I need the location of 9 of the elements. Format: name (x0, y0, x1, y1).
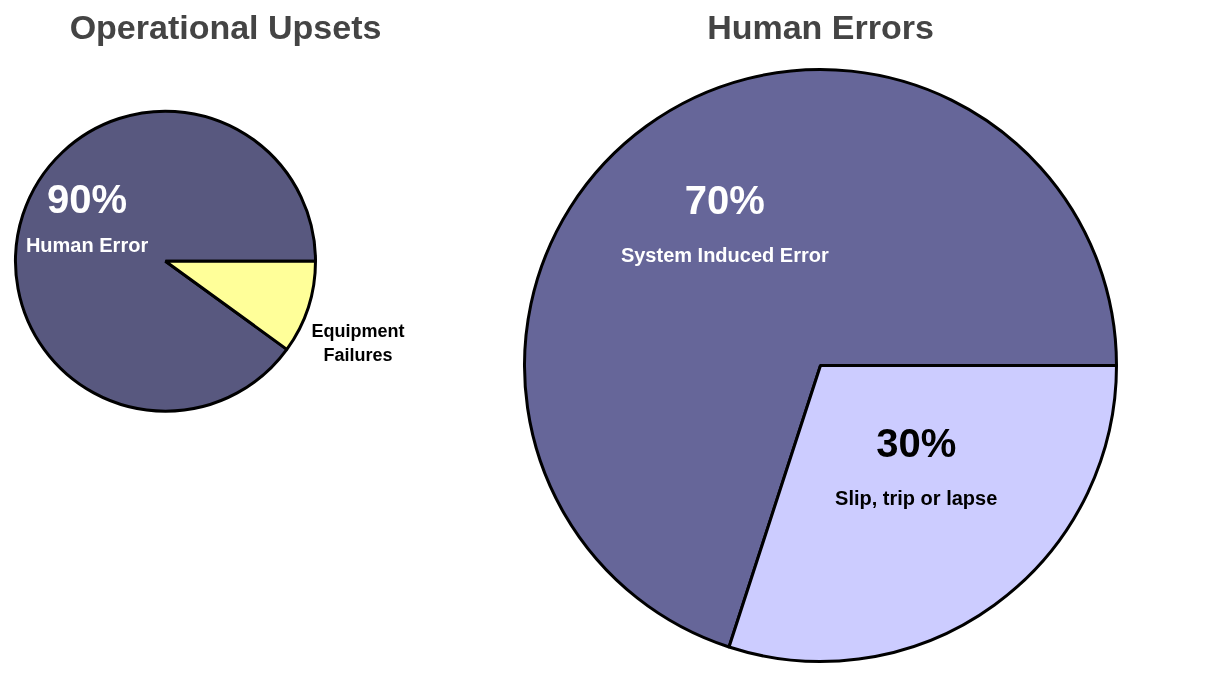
data-label: 30% (876, 421, 957, 466)
chart-title: Operational Upsets (69, 7, 382, 46)
slice-label: Human Error (25, 233, 149, 256)
data-label: 90% (47, 176, 128, 221)
data-label: 70% (684, 177, 765, 222)
slice-label: System Induced Error (620, 243, 829, 266)
slice-label: Equipment Failures (311, 320, 405, 365)
chart-title: Human Errors (707, 7, 934, 46)
slice-label: Slip, trip or lapse (835, 487, 998, 510)
